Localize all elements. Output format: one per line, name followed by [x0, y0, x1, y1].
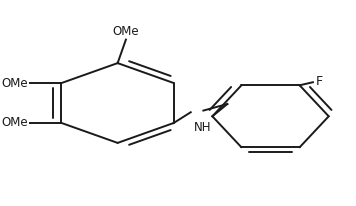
- Text: OMe: OMe: [2, 77, 28, 90]
- Text: OMe: OMe: [112, 25, 139, 37]
- Text: F: F: [315, 75, 323, 88]
- Text: OMe: OMe: [2, 116, 28, 129]
- Text: NH: NH: [193, 121, 211, 135]
